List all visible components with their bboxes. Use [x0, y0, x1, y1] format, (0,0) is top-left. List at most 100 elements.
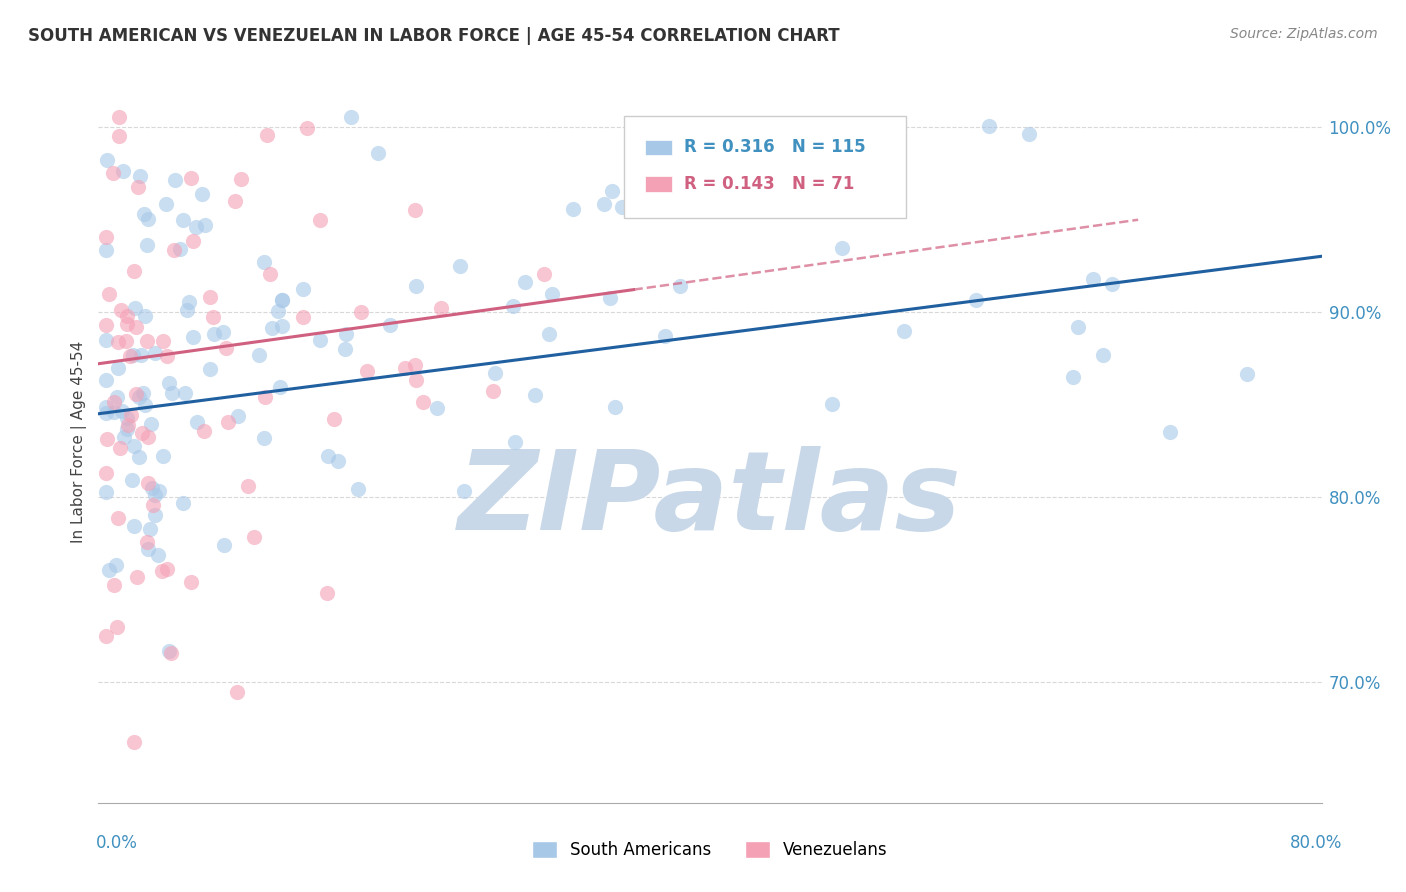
Point [1062, 370, 1084, 384]
Point [201, 310, 224, 325]
Point [328, 453, 350, 467]
Point [224, 194, 246, 208]
Point [146, 548, 169, 562]
Point [180, 575, 202, 590]
Point [256, 128, 278, 143]
Point [1101, 277, 1123, 291]
Point [426, 401, 449, 415]
Point [412, 394, 434, 409]
Point [270, 318, 292, 333]
Point [831, 241, 853, 255]
Text: R = 0.143   N = 71: R = 0.143 N = 71 [685, 175, 855, 193]
Point [124, 301, 146, 315]
Point [979, 119, 1001, 133]
Point [108, 128, 131, 143]
Point [260, 320, 283, 334]
Point [1018, 127, 1040, 141]
Point [155, 197, 177, 211]
Point [176, 303, 198, 318]
Point [215, 341, 238, 355]
Point [129, 169, 152, 183]
Point [122, 734, 145, 748]
Text: R = 0.316   N = 115: R = 0.316 N = 115 [685, 138, 866, 156]
Point [105, 620, 128, 634]
Point [94, 373, 117, 387]
Point [94, 244, 117, 258]
Point [593, 196, 616, 211]
FancyBboxPatch shape [645, 139, 672, 155]
Point [107, 360, 129, 375]
Point [259, 267, 281, 281]
Point [115, 422, 138, 436]
Point [97, 287, 120, 301]
Point [749, 181, 772, 195]
Point [323, 412, 346, 426]
Point [129, 348, 152, 362]
Text: 80.0%: 80.0% [1291, 834, 1343, 852]
Point [157, 376, 180, 391]
Text: ZIPatlas: ZIPatlas [458, 446, 962, 553]
Point [404, 358, 426, 372]
Point [135, 238, 157, 252]
Point [295, 120, 318, 135]
Point [94, 333, 117, 347]
Point [1091, 348, 1114, 362]
Point [316, 449, 339, 463]
Point [198, 290, 221, 304]
Point [111, 403, 134, 417]
Point [562, 202, 585, 216]
Point [141, 417, 163, 432]
Point [115, 411, 138, 425]
Point [236, 479, 259, 493]
Point [128, 450, 150, 465]
Point [108, 111, 131, 125]
Point [603, 400, 626, 414]
Point [131, 386, 153, 401]
Point [599, 291, 621, 305]
Point [484, 366, 506, 380]
Point [94, 400, 117, 414]
Point [212, 538, 235, 552]
Point [141, 481, 163, 495]
Point [135, 535, 157, 549]
Point [120, 349, 142, 363]
Point [340, 111, 363, 125]
Point [127, 180, 149, 194]
Point [181, 234, 204, 248]
Legend: South Americans, Venezuelans: South Americans, Venezuelans [531, 841, 889, 860]
Point [125, 386, 148, 401]
Point [103, 405, 125, 419]
Point [291, 310, 314, 325]
Point [174, 385, 197, 400]
Point [134, 398, 156, 412]
Point [292, 282, 315, 296]
Point [115, 309, 138, 323]
Point [139, 522, 162, 536]
Point [271, 293, 294, 307]
Point [380, 318, 402, 332]
Point [169, 242, 191, 256]
Point [669, 279, 692, 293]
Point [122, 439, 145, 453]
Point [127, 570, 149, 584]
Point [156, 562, 179, 576]
Point [101, 166, 124, 180]
Point [156, 349, 179, 363]
Point [117, 418, 139, 433]
Point [136, 211, 159, 226]
Point [159, 646, 181, 660]
Point [1081, 272, 1104, 286]
Point [143, 508, 166, 523]
Point [1066, 320, 1088, 334]
Point [160, 386, 183, 401]
Point [112, 430, 135, 444]
Point [179, 295, 201, 310]
Point [180, 170, 202, 185]
FancyBboxPatch shape [645, 176, 672, 192]
Point [193, 424, 215, 438]
Point [226, 684, 249, 698]
Point [107, 335, 129, 350]
Point [821, 396, 844, 410]
Point [217, 415, 239, 429]
Point [1159, 425, 1181, 440]
